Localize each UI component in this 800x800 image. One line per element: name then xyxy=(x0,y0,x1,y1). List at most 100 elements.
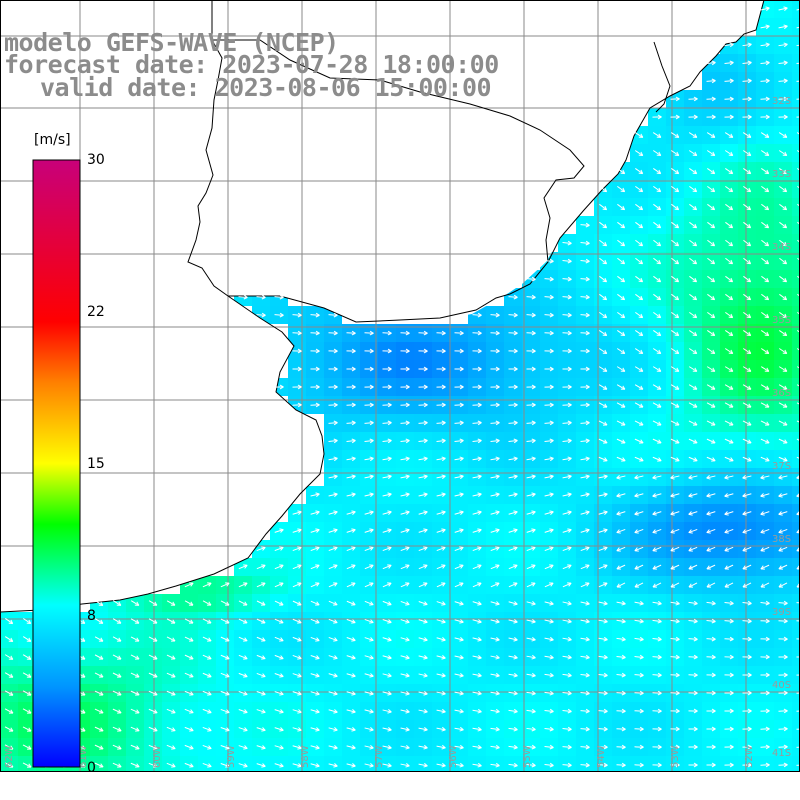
wind-arrow xyxy=(112,762,122,768)
wind-arrow xyxy=(526,276,536,282)
wind-arrow xyxy=(742,456,752,462)
wind-arrow xyxy=(256,564,266,570)
wind-arrow xyxy=(778,474,788,480)
wind-arrow xyxy=(274,691,284,696)
wind-arrow xyxy=(598,600,608,606)
wind-arrow xyxy=(220,672,230,678)
wind-arrow xyxy=(5,618,14,625)
wind-arrow xyxy=(599,221,608,229)
wind-arrow xyxy=(256,294,266,300)
wind-arrow xyxy=(724,474,734,480)
wind-speed-cell xyxy=(792,414,800,432)
wind-arrow xyxy=(653,203,662,211)
wind-arrow xyxy=(436,438,446,444)
wind-arrow xyxy=(508,420,518,426)
wind-arrow xyxy=(472,330,482,336)
wind-arrow xyxy=(310,528,320,533)
wind-arrow xyxy=(617,293,626,301)
wind-arrow xyxy=(544,348,554,354)
wind-arrow xyxy=(310,384,320,390)
wind-arrow xyxy=(706,618,716,624)
wind-arrow xyxy=(688,348,698,354)
wind-arrow xyxy=(724,618,734,624)
wind-arrow xyxy=(400,456,410,462)
wind-arrow xyxy=(797,221,800,225)
wind-arrow xyxy=(598,726,608,732)
wind-speed-cell xyxy=(792,342,800,360)
wind-arrow xyxy=(508,510,518,515)
wind-arrow xyxy=(599,330,608,337)
colorbar-unit: [m/s] xyxy=(34,132,71,148)
wind-speed-cell xyxy=(792,504,800,522)
wind-arrow xyxy=(328,582,338,588)
wind-arrow xyxy=(580,546,590,552)
wind-arrow xyxy=(382,510,392,515)
wind-arrow xyxy=(472,654,482,660)
wind-arrow xyxy=(400,330,410,336)
wind-arrow xyxy=(760,546,770,552)
wind-arrow xyxy=(94,708,104,714)
wind-speed-cell xyxy=(144,756,162,772)
wind-arrow xyxy=(778,402,788,408)
wind-arrow xyxy=(707,168,716,175)
wind-arrow xyxy=(598,384,608,390)
wind-arrow xyxy=(256,636,266,642)
wind-arrow xyxy=(742,420,752,426)
wind-arrow xyxy=(292,402,302,408)
wind-arrow xyxy=(562,366,572,372)
wind-arrow xyxy=(670,402,680,408)
wind-arrow xyxy=(743,293,752,301)
wind-arrow xyxy=(274,600,284,606)
wind-arrow xyxy=(706,672,716,678)
wind-arrow xyxy=(526,744,536,750)
wind-arrow xyxy=(346,456,356,462)
wind-arrow xyxy=(634,582,644,588)
wind-arrow xyxy=(328,312,338,318)
wind-arrow xyxy=(544,654,554,660)
wind-arrow xyxy=(130,744,140,750)
wind-arrow xyxy=(94,762,104,768)
wind-speed-cell xyxy=(198,756,216,772)
longitude-label: 57W xyxy=(374,745,385,768)
wind-arrow xyxy=(490,636,500,642)
wind-arrow xyxy=(436,528,446,533)
wind-arrow xyxy=(796,98,800,100)
wind-arrow xyxy=(671,293,680,301)
wind-arrow xyxy=(634,744,644,750)
wind-arrow xyxy=(382,402,392,408)
wind-arrow xyxy=(616,762,626,768)
wind-arrow xyxy=(760,456,770,462)
wind-speed-cell xyxy=(432,756,450,772)
wind-arrow xyxy=(274,384,284,390)
wind-arrow xyxy=(94,744,104,750)
wind-arrow xyxy=(328,348,338,354)
wind-arrow xyxy=(635,275,644,283)
wind-arrow xyxy=(743,185,752,193)
wind-arrow xyxy=(454,582,464,588)
wind-arrow xyxy=(688,366,698,372)
wind-arrow xyxy=(706,96,716,102)
wind-arrow xyxy=(760,24,770,30)
wind-arrow xyxy=(148,690,158,696)
wind-arrow xyxy=(616,618,626,624)
wind-arrow xyxy=(472,474,482,480)
wind-arrow xyxy=(760,438,770,444)
latitude-label: 37S xyxy=(772,461,791,472)
wind-arrow xyxy=(238,618,248,624)
wind-arrow xyxy=(580,510,590,515)
wind-arrow xyxy=(508,708,518,714)
wind-arrow xyxy=(328,402,338,408)
wind-arrow xyxy=(310,727,320,732)
wind-arrow xyxy=(779,221,788,229)
wind-speed-cell xyxy=(792,90,800,108)
wind-arrow xyxy=(364,492,374,498)
wind-arrow xyxy=(671,311,680,319)
wind-arrow xyxy=(382,492,392,498)
wind-arrow xyxy=(328,691,338,696)
wind-arrow xyxy=(635,203,644,211)
wind-arrow xyxy=(544,438,554,444)
wind-arrow xyxy=(724,384,734,390)
wind-arrow xyxy=(742,114,752,120)
wind-arrow xyxy=(778,654,788,660)
wind-arrow xyxy=(724,636,734,642)
